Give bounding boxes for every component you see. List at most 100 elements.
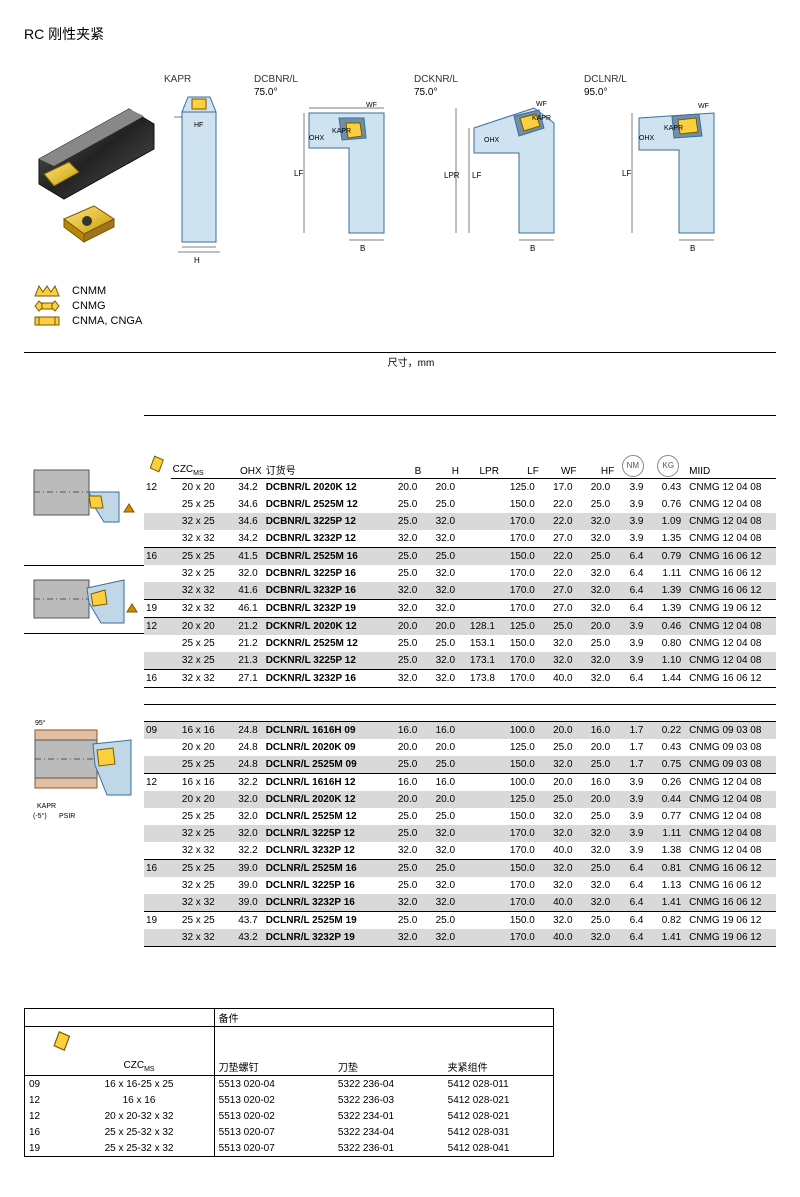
- table-row: 1625 x 2541.5DCBNR/L 2525M 1625.025.0150…: [144, 548, 776, 566]
- spare-col-clamp: 夹紧组件: [444, 1058, 554, 1076]
- svg-text:B: B: [690, 244, 695, 253]
- col-wf: WF: [541, 416, 579, 479]
- svg-text:B: B: [360, 244, 365, 253]
- page-title: RC 刚性夹紧: [24, 24, 776, 44]
- table-row: 20 x 2032.0DCLNR/L 2020K 1220.020.0125.0…: [144, 791, 776, 808]
- col-b: B: [386, 416, 424, 479]
- legend-cnma: CNMA, CNGA: [34, 315, 776, 327]
- svg-text:OHX: OHX: [639, 135, 655, 142]
- col-order: 订货号: [264, 416, 386, 479]
- spare-header: 备件: [214, 1009, 553, 1027]
- table-row: 0916 x 1624.8DCLNR/L 1616H 0916.016.0100…: [144, 722, 776, 740]
- spare-col-screw: 刀垫螺钉: [214, 1058, 334, 1076]
- svg-text:LF: LF: [472, 171, 481, 180]
- col-hf: HF: [579, 416, 617, 479]
- table-row: 20 x 2024.8DCLNR/L 2020K 0920.020.0125.0…: [144, 739, 776, 756]
- legend-cnmm: CNMM: [34, 285, 776, 297]
- table-row: 32 x 3243.2DCLNR/L 3232P 1932.032.0170.0…: [144, 929, 776, 947]
- table-row: 32 x 2532.0DCBNR/L 3225P 1625.032.0170.0…: [144, 565, 776, 582]
- diagram-dcbnr: DCBNR/L 75.0° WF OHX KAPR LF B: [254, 74, 414, 261]
- side-img-a: [24, 429, 144, 566]
- svg-text:KAPR: KAPR: [532, 115, 551, 122]
- spare-row: 1625 x 25-32 x 325513 020-075322 234-045…: [25, 1124, 554, 1140]
- legend-label-0: CNMM: [72, 285, 106, 297]
- svg-text:HF: HF: [194, 122, 203, 129]
- svg-text:WF: WF: [536, 101, 547, 108]
- svg-text:KAPR: KAPR: [664, 125, 683, 132]
- legend-cnmg: CNMG: [34, 300, 776, 312]
- svg-text:LF: LF: [622, 169, 631, 178]
- diagram-dclnr: DCLNR/L 95.0° WF OHX KAPR LF B: [584, 74, 744, 261]
- nm-icon: NM: [622, 455, 644, 477]
- diag-angle-1: 75.0°: [414, 87, 584, 98]
- table-row: 32 x 3239.0DCLNR/L 3232P 1632.032.0170.0…: [144, 894, 776, 912]
- tool-photo: [24, 74, 164, 244]
- table-row: 32 x 2539.0DCLNR/L 3225P 1625.032.0170.0…: [144, 877, 776, 894]
- svg-text:B: B: [530, 244, 535, 253]
- insert-shape-icon: [144, 451, 169, 478]
- table-row: 1625 x 2539.0DCLNR/L 2525M 1625.025.0150…: [144, 860, 776, 878]
- insert-shape-icon-2: [47, 1026, 77, 1058]
- svg-text:WF: WF: [366, 102, 377, 109]
- svg-text:(-5°): (-5°): [33, 812, 47, 820]
- main-data-table: 尺寸，mm CZCMS OHX 订货号 B H LPR LF WF: [144, 353, 776, 948]
- spare-row: 1925 x 25-32 x 325513 020-075322 236-015…: [25, 1140, 554, 1157]
- svg-text:KAPR: KAPR: [332, 128, 351, 135]
- col-lpr: LPR: [461, 416, 501, 479]
- col-ohx: OHX: [226, 416, 264, 479]
- diag-name-2: DCLNR/L: [584, 74, 627, 85]
- svg-text:OHX: OHX: [484, 137, 500, 144]
- table-row: 1220 x 2034.2DCBNR/L 2020K 1220.020.0125…: [144, 479, 776, 497]
- table-row: 32 x 2521.3DCKNR/L 3225P 1225.032.0173.1…: [144, 652, 776, 670]
- side-img-b: [24, 566, 144, 634]
- table-row: 25 x 2521.2DCKNR/L 2525M 1225.025.0153.1…: [144, 635, 776, 652]
- table-row: 25 x 2524.8DCLNR/L 2525M 0925.025.0150.0…: [144, 756, 776, 774]
- svg-text:OHX: OHX: [309, 135, 325, 142]
- table-row: 32 x 2534.6DCBNR/L 3225P 1225.032.0170.0…: [144, 513, 776, 530]
- table-row: 25 x 2532.0DCLNR/L 2525M 1225.025.0150.0…: [144, 808, 776, 825]
- diagram-dcknr: DCKNR/L 75.0° WF KAPR OHX LPR LF B: [414, 74, 584, 261]
- cnmm-icon: [34, 285, 60, 297]
- svg-text:H: H: [194, 256, 200, 265]
- col-czc: CZCMS: [173, 464, 204, 475]
- table-row: 32 x 3241.6DCBNR/L 3232P 1632.032.0170.0…: [144, 582, 776, 600]
- svg-text:LF: LF: [294, 169, 303, 178]
- spare-row: 1216 x 165513 020-025322 236-035412 028-…: [25, 1092, 554, 1108]
- legend-label-2: CNMA, CNGA: [72, 315, 142, 327]
- table-row: 32 x 3232.2DCLNR/L 3232P 1232.032.0170.0…: [144, 842, 776, 860]
- side-illustrations: KAPR 95° (-5°) PSIR: [24, 353, 144, 948]
- spare-col-shim: 刀垫: [334, 1058, 444, 1076]
- table-row: 1925 x 2543.7DCLNR/L 2525M 1925.025.0150…: [144, 912, 776, 930]
- main-table: KAPR 95° (-5°) PSIR 尺寸，mm: [24, 352, 776, 948]
- svg-text:PSIR: PSIR: [59, 813, 75, 820]
- spare-parts-table: 备件 CZCMS 刀垫螺钉 刀垫 夹紧组件 0916 x 16-25 x 255…: [24, 1008, 776, 1157]
- legend-label-1: CNMG: [72, 300, 106, 312]
- col-lf: LF: [501, 416, 541, 479]
- insert-legend: CNMM CNMG CNMA, CNGA: [34, 285, 776, 327]
- svg-text:WF: WF: [698, 103, 709, 110]
- table-row: 32 x 2532.0DCLNR/L 3225P 1225.032.0170.0…: [144, 825, 776, 842]
- diag-angle-0: 75.0°: [254, 87, 414, 98]
- diagram-kapr: KAPR HF H: [164, 74, 254, 270]
- dim-header: 尺寸，mm: [386, 353, 776, 416]
- cnmg-icon: [34, 300, 60, 312]
- spare-row: 1220 x 20-32 x 325513 020-025322 234-015…: [25, 1108, 554, 1124]
- diag-angle-2: 95.0°: [584, 87, 744, 98]
- kg-icon: KG: [657, 455, 679, 477]
- spare-row: 0916 x 16-25 x 255513 020-045322 236-045…: [25, 1076, 554, 1093]
- table-row: 1932 x 3246.1DCBNR/L 3232P 1932.032.0170…: [144, 600, 776, 618]
- table-row: 1220 x 2021.2DCKNR/L 2020K 1220.020.0128…: [144, 618, 776, 636]
- side-img-c: KAPR 95° (-5°) PSIR: [24, 668, 144, 872]
- table-row: 25 x 2534.6DCBNR/L 2525M 1225.025.0150.0…: [144, 496, 776, 513]
- cnma-icon: [34, 315, 60, 327]
- diagram-row: KAPR HF H DCBNR/L 75.0° WF OHX KAPR LF B: [24, 74, 776, 270]
- table-row: 1216 x 1632.2DCLNR/L 1616H 1216.016.0100…: [144, 774, 776, 792]
- col-h: H: [423, 416, 461, 479]
- svg-text:LPR: LPR: [444, 171, 460, 180]
- table-row: 1632 x 3227.1DCKNR/L 3232P 1632.032.0173…: [144, 670, 776, 688]
- svg-text:KAPR: KAPR: [37, 803, 56, 810]
- svg-text:95°: 95°: [35, 719, 46, 727]
- table-row: 32 x 3234.2DCBNR/L 3232P 1232.032.0170.0…: [144, 530, 776, 548]
- diagram-kapr-label: KAPR: [164, 74, 254, 85]
- diag-name-0: DCBNR/L: [254, 74, 298, 85]
